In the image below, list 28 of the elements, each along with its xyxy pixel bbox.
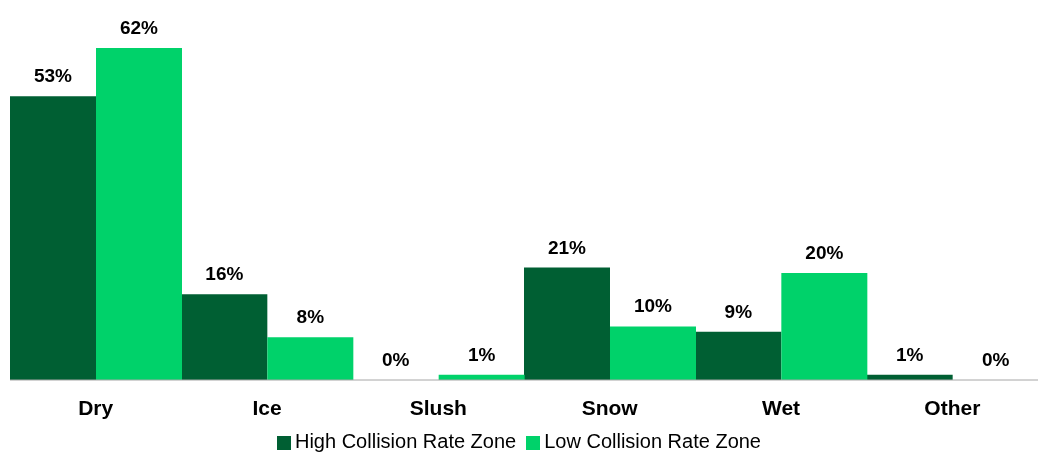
bar	[181, 294, 268, 380]
x-tick-label: Snow	[581, 395, 639, 419]
bar	[610, 326, 696, 380]
data-label: 9%	[724, 300, 753, 322]
x-tick-label: Dry	[78, 395, 114, 419]
data-label: 8%	[296, 306, 325, 328]
data-label: 1%	[467, 343, 496, 365]
data-label: 53%	[33, 65, 73, 87]
x-tick-label: Wet	[761, 395, 801, 419]
data-label: 10%	[633, 295, 673, 317]
data-label: 62%	[119, 17, 159, 38]
x-tick-label: Other	[924, 395, 981, 419]
data-label: 1%	[895, 343, 924, 365]
bar	[10, 96, 96, 380]
bar	[96, 48, 182, 380]
legend-label: High Collision Rate Zone	[294, 430, 517, 452]
bar	[524, 267, 610, 380]
data-label: 20%	[805, 241, 844, 263]
bar	[267, 337, 354, 380]
x-tick-label: Ice	[252, 395, 282, 419]
bar	[695, 331, 782, 380]
data-label: 0%	[381, 348, 410, 370]
data-label: 0%	[981, 348, 1010, 370]
legend-label: Low Collision Rate Zone	[544, 430, 761, 452]
data-label: 21%	[547, 236, 587, 258]
bar	[781, 272, 868, 380]
x-tick-label: Slush	[409, 395, 467, 419]
data-label: 16%	[205, 263, 244, 285]
